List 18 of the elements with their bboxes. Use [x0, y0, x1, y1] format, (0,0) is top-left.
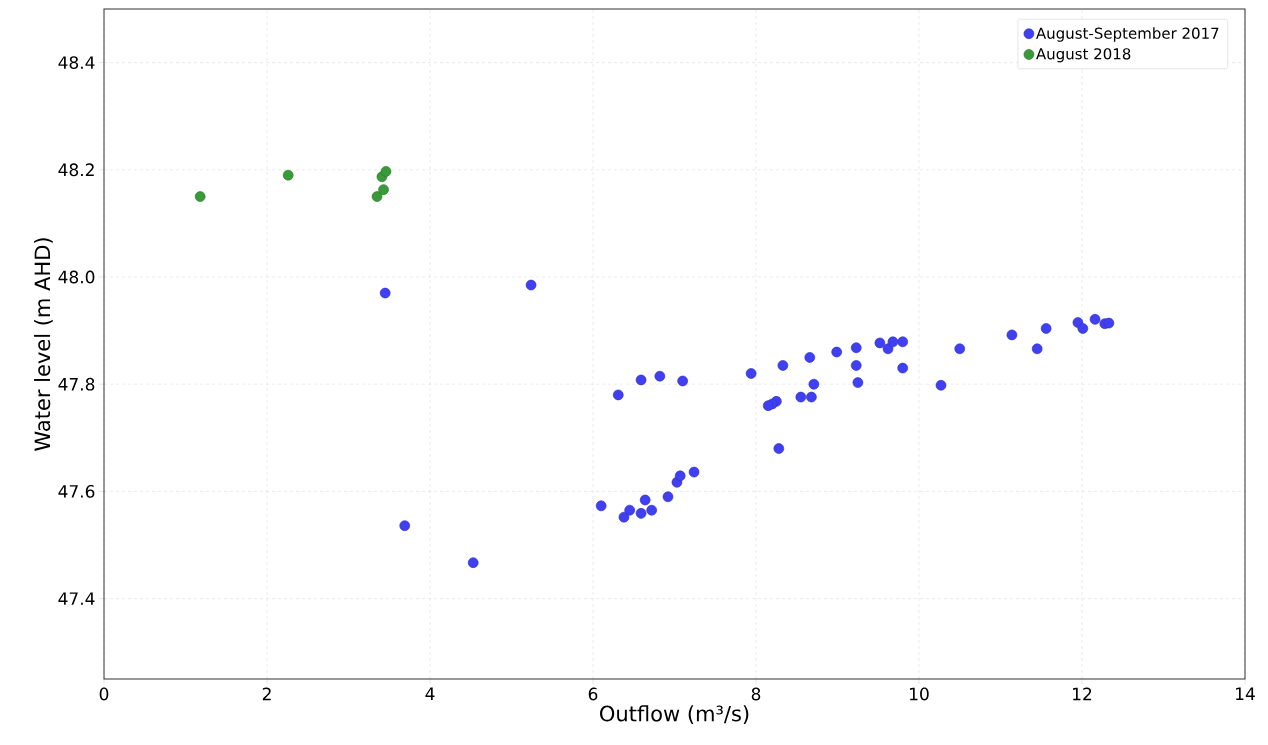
y-tick-label: 48.0	[58, 270, 95, 284]
x-tick-label: 0	[99, 687, 109, 701]
y-axis-title: Water level (m AHD)	[34, 238, 53, 451]
x-tick-label: 6	[588, 687, 598, 701]
x-tick-label: 12	[1073, 687, 1092, 701]
x-tick-label: 10	[910, 687, 929, 701]
y-tick-label: 47.8	[58, 377, 95, 391]
x-tick-label: 2	[262, 687, 271, 701]
x-tick-label: 4	[425, 687, 435, 700]
legend-label: August 2018	[1036, 48, 1131, 63]
x-tick-label: 8	[751, 687, 761, 701]
x-tick-label: 14	[1236, 687, 1255, 700]
y-tick-label: 47.6	[58, 484, 95, 498]
y-tick-label: 48.4	[58, 56, 95, 70]
y-tick-label: 48.2	[58, 163, 94, 177]
x-axis-title: Outflow (m³/s)	[600, 705, 749, 724]
legend-label: August-September 2017	[1036, 27, 1219, 42]
y-tick-label: 47.4	[58, 592, 95, 605]
